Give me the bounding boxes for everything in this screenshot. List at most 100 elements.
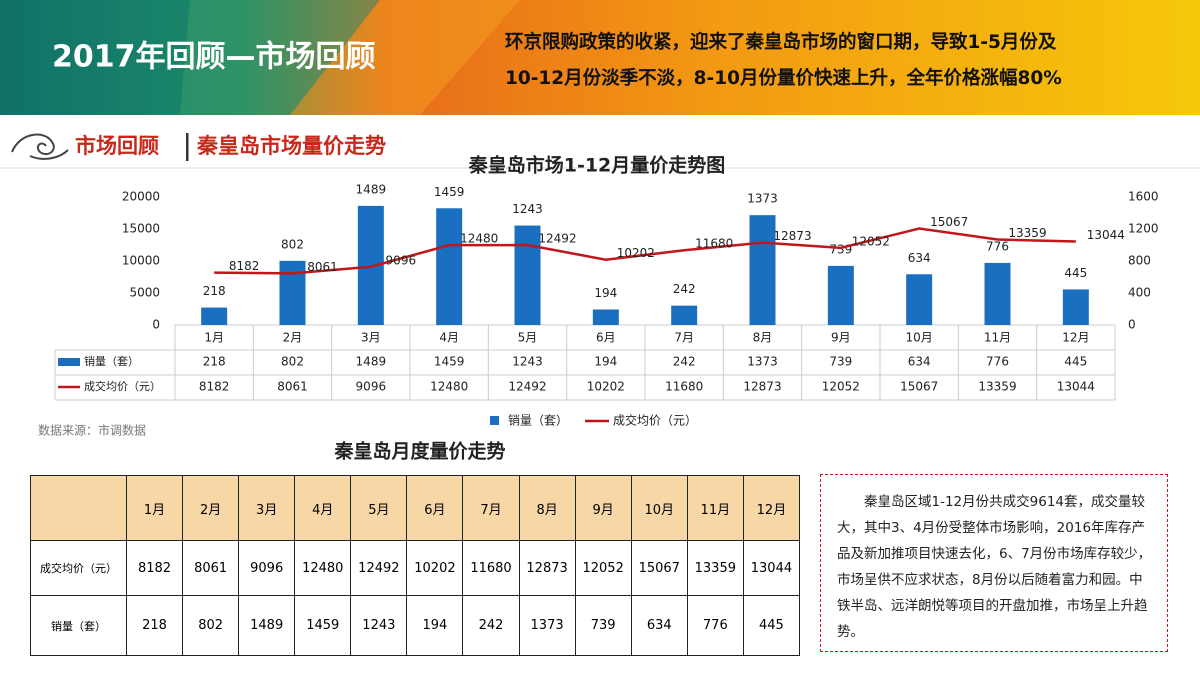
line-label: 13044 [1087, 228, 1125, 242]
line-label: 8182 [229, 259, 260, 273]
y2-tick-label: 0 [1128, 318, 1136, 332]
table-cell: 12480 [294, 540, 352, 596]
note: 秦皇岛区域1-12月份共成交9614套，成交量较大，其中3、4月份受整体市场影响… [820, 474, 1168, 652]
table-cell: 8182 [125, 540, 184, 596]
table-cell: 12480 [430, 380, 468, 394]
header-summary: 10-12月份淡季不淡，8-10月份量价快速上升，全年价格涨幅80% [505, 67, 1062, 89]
bar [514, 225, 541, 325]
bar-label: 445 [1064, 266, 1087, 280]
table-cell: 4月 [294, 475, 352, 541]
y-tick-label: 10000 [122, 254, 160, 268]
x-tick-label: 2月 [283, 331, 303, 345]
y-tick-label: 5000 [129, 286, 160, 300]
table-cell: 802 [182, 595, 240, 656]
table-cell: 2月 [182, 475, 240, 541]
table-cell: 1月 [125, 475, 184, 541]
line-label: 12052 [852, 234, 890, 248]
header-title: 2017年回顾—市场回顾 [52, 40, 376, 75]
table-cell: 12052 [822, 380, 860, 394]
table-cell: 1373 [518, 595, 576, 656]
x-tick-label: 5月 [518, 331, 538, 345]
table-cell: 445 [742, 595, 801, 656]
table-cell: 7月 [462, 475, 520, 541]
table-cell: 1243 [512, 355, 543, 369]
x-tick-label: 8月 [753, 331, 773, 345]
chart-title: 秦皇岛市场1-12月量价走势图 [468, 154, 726, 177]
table-cell: 1489 [356, 355, 387, 369]
table-cell: 13359 [686, 540, 744, 596]
bar [906, 274, 933, 325]
bar-label: 634 [908, 251, 931, 265]
table-cell: 1459 [294, 595, 352, 656]
x-tick-label: 11月 [984, 331, 1011, 345]
table-cell: 6月 [406, 475, 464, 541]
table-title: 秦皇岛月度量价走势 [333, 440, 505, 463]
header-shape [180, 0, 380, 115]
table-cell: 10月 [630, 475, 688, 541]
bar [436, 208, 463, 325]
table-cell: 802 [281, 355, 304, 369]
legend-label: 成交均价（元） [613, 413, 697, 428]
table-cell: 13359 [978, 380, 1016, 394]
table-cell: 12873 [743, 380, 781, 394]
table-cell: 194 [406, 595, 464, 656]
table-cell: 1373 [747, 355, 778, 369]
bar-label: 1373 [747, 192, 778, 206]
line-label: 12480 [460, 232, 498, 246]
bar-label: 1459 [434, 185, 465, 199]
y2-tick-label: 800 [1128, 254, 1151, 268]
table-cell: 445 [1064, 355, 1087, 369]
table-cell: 成交均价（元） [30, 540, 127, 596]
x-tick-label: 3月 [361, 331, 381, 345]
table-cell: 739 [829, 355, 852, 369]
table-cell: 1489 [238, 595, 296, 656]
line-label: 12492 [538, 232, 576, 246]
header-shape [290, 0, 520, 115]
table-cell: 11月 [686, 475, 744, 541]
table-cell: 8061 [182, 540, 240, 596]
table-cell: 8月 [518, 475, 576, 541]
table-cell: 9月 [574, 475, 632, 541]
table-cell: 15067 [630, 540, 688, 596]
bar-label: 242 [673, 282, 696, 296]
table-cell: 3月 [238, 475, 296, 541]
bar [592, 309, 619, 325]
table-corner [30, 475, 127, 541]
header-summary: 环京限购政策的收紧，迎来了秦皇岛市场的窗口期，导致1-5月份及 [505, 31, 1057, 53]
x-tick-label: 9月 [831, 331, 851, 345]
row-label: 成交均价（元） [84, 379, 161, 393]
table-cell: 5月 [350, 475, 408, 541]
table-cell: 634 [630, 595, 688, 656]
table-cell: 8061 [277, 380, 308, 394]
table-cell: 10202 [406, 540, 464, 596]
table-cell: 销量（套） [30, 595, 127, 656]
bar [201, 307, 228, 325]
table-cell: 218 [125, 595, 184, 656]
section-icon [11, 133, 69, 160]
legend-key [490, 416, 499, 425]
line-label: 15067 [930, 215, 968, 229]
table-cell: 12873 [518, 540, 576, 596]
table-cell: 194 [594, 355, 617, 369]
table-cell: 739 [574, 595, 632, 656]
bar-label: 1489 [356, 182, 387, 196]
bar-label: 218 [203, 284, 226, 298]
table-cell: 12月 [742, 475, 801, 541]
legend-label: 销量（套） [508, 414, 568, 428]
y2-tick-label: 400 [1128, 286, 1151, 300]
bar-label: 1243 [512, 202, 543, 216]
table-cell: 634 [908, 355, 931, 369]
bar [984, 262, 1011, 325]
bar [279, 260, 306, 325]
table-cell: 9096 [238, 540, 296, 596]
table-cell: 242 [673, 355, 696, 369]
x-tick-label: 12月 [1062, 331, 1089, 345]
y2-tick-label: 1200 [1128, 222, 1159, 236]
x-tick-label: 10月 [906, 331, 933, 345]
bar [749, 215, 776, 325]
section-title: 秦皇岛市场量价走势 [196, 134, 386, 158]
table-cell: 12492 [508, 380, 546, 394]
y-tick-label: 0 [152, 318, 160, 332]
bar-label: 739 [829, 242, 852, 256]
